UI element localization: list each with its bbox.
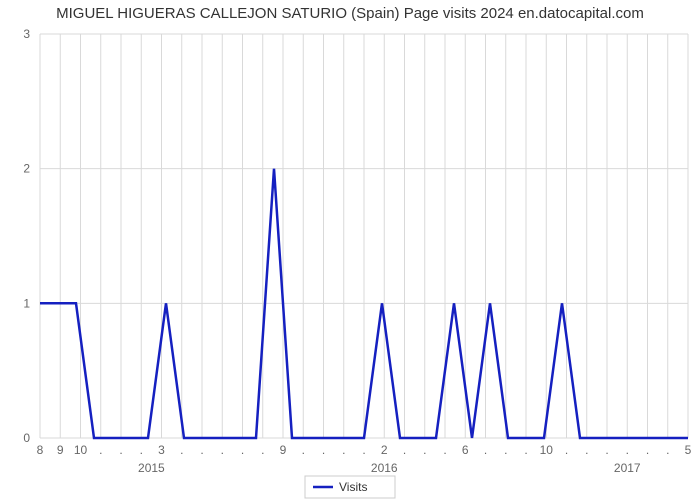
x-tick-label: 10 (540, 443, 554, 457)
x-tick-label: . (585, 443, 588, 457)
x-tick-label: 3 (158, 443, 165, 457)
x-tick-label: . (221, 443, 224, 457)
y-tick-label: 0 (23, 431, 30, 445)
x-tick-label: . (261, 443, 264, 457)
x-tick-label: . (140, 443, 143, 457)
x-tick-label: . (119, 443, 122, 457)
x-tick-label: . (443, 443, 446, 457)
chart-svg: MIGUEL HIGUERAS CALLEJON SATURIO (Spain)… (0, 0, 700, 500)
x-tick-label: 9 (57, 443, 64, 457)
x-tick-label: . (302, 443, 305, 457)
x-tick-label: 5 (685, 443, 692, 457)
x-tick-label: . (504, 443, 507, 457)
x-tick-label: . (180, 443, 183, 457)
x-tick-label: 9 (280, 443, 287, 457)
x-tick-label: . (403, 443, 406, 457)
chart-bg (0, 0, 700, 500)
x-tick-label: . (241, 443, 244, 457)
x-tick-label: . (666, 443, 669, 457)
x-tick-label: . (646, 443, 649, 457)
x-tick-label: 10 (74, 443, 88, 457)
x-year-label: 2017 (614, 461, 641, 475)
x-tick-label: 6 (462, 443, 469, 457)
x-tick-label: . (565, 443, 568, 457)
x-tick-label: . (200, 443, 203, 457)
legend-label: Visits (339, 480, 367, 494)
x-tick-label: . (484, 443, 487, 457)
x-tick-label: . (362, 443, 365, 457)
x-tick-label: . (605, 443, 608, 457)
x-tick-label: . (524, 443, 527, 457)
x-tick-label: . (626, 443, 629, 457)
y-tick-label: 2 (23, 162, 30, 176)
x-year-label: 2015 (138, 461, 165, 475)
x-tick-label: . (99, 443, 102, 457)
x-year-label: 2016 (371, 461, 398, 475)
chart-title: MIGUEL HIGUERAS CALLEJON SATURIO (Spain)… (56, 5, 644, 22)
x-tick-label: 2 (381, 443, 388, 457)
y-tick-label: 3 (23, 27, 30, 41)
x-tick-label: . (423, 443, 426, 457)
x-tick-label: . (322, 443, 325, 457)
y-tick-label: 1 (23, 296, 30, 310)
x-tick-label: 8 (37, 443, 44, 457)
x-tick-label: . (342, 443, 345, 457)
chart-container: MIGUEL HIGUERAS CALLEJON SATURIO (Spain)… (0, 0, 700, 500)
